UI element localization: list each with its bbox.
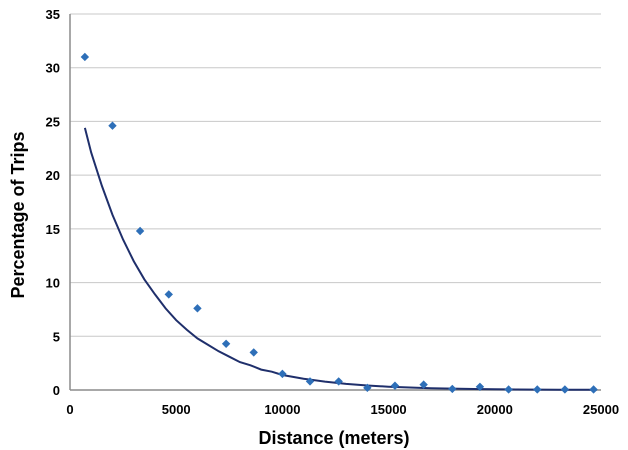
y-tick-labels: 0 5 10 15 20 25 30 35 (46, 7, 60, 398)
y-tick-label: 20 (46, 168, 60, 183)
x-tick-label: 5000 (162, 402, 191, 417)
x-tick-label: 25000 (583, 402, 619, 417)
x-tick-label: 0 (66, 402, 73, 417)
data-point (589, 385, 598, 394)
y-tick-label: 30 (46, 61, 60, 76)
data-point (533, 385, 542, 394)
data-point (475, 382, 485, 391)
y-tick-label: 15 (46, 222, 60, 237)
y-axis-title: Percentage of Trips (8, 131, 28, 298)
data-point (560, 385, 570, 394)
grid (70, 13, 601, 337)
data-point (221, 339, 231, 349)
fit-curve-line (83, 127, 597, 391)
data-point (164, 290, 173, 299)
x-tick-label: 15000 (371, 402, 407, 417)
x-tick-labels: 0 5000 10000 15000 20000 25000 (66, 402, 619, 417)
axes (69, 14, 601, 391)
data-point (278, 369, 287, 379)
y-tick-label: 35 (46, 7, 60, 22)
data-point (390, 381, 400, 390)
fit-curve (83, 127, 597, 391)
x-axis-title: Distance (meters) (258, 428, 409, 448)
y-tick-label: 10 (46, 276, 60, 291)
data-point (305, 377, 315, 386)
data-point (80, 52, 90, 62)
y-tick-label: 25 (46, 114, 60, 129)
data-point (419, 380, 428, 389)
y-tick-label: 5 (53, 329, 60, 344)
x-tick-label: 10000 (264, 402, 300, 417)
data-points (80, 52, 598, 394)
data-point (504, 385, 513, 394)
data-point (363, 383, 372, 393)
x-tick-label: 20000 (477, 402, 513, 417)
data-point (135, 226, 145, 236)
data-point (334, 377, 343, 386)
data-point (448, 384, 457, 394)
data-point (249, 348, 258, 357)
data-point (108, 121, 117, 130)
y-tick-label: 0 (53, 383, 60, 398)
data-point (193, 304, 202, 313)
